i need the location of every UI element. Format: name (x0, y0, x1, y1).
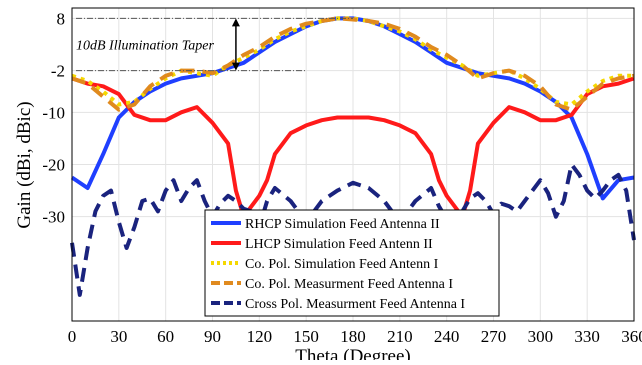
x-tick-label: 120 (247, 327, 273, 346)
taper-label: 10dB Illumination Taper (76, 39, 214, 54)
legend-entry-label: LHCP Simulation Feed Antenn II (245, 237, 433, 252)
x-tick-label: 60 (157, 327, 174, 346)
y-tick-label: -30 (42, 208, 65, 227)
x-tick-label: 150 (293, 327, 319, 346)
legend: RHCP Simulation Feed Antenna II LHCP Simu… (204, 209, 500, 317)
x-tick-labels: 0 30 60 90 120 150 180 210 240 270 300 330 360 (68, 327, 642, 346)
legend-entry-label: Cross Pol. Measurment Feed Antenna I (245, 297, 465, 312)
x-axis-label: Theta (Degree) (295, 346, 411, 360)
x-tick-label: 270 (481, 327, 507, 346)
series-line-4 (71, 16, 635, 112)
y-tick-label: -2 (51, 62, 65, 81)
x-tick-label: 240 (434, 327, 460, 346)
y-axis-label: Gain (dBi, dBic) (14, 101, 35, 228)
series-line-3 (71, 16, 634, 107)
x-tick-label: 30 (110, 327, 127, 346)
series-line-5 (70, 162, 636, 297)
taper-arrow-head-down (231, 62, 240, 71)
plot-frame (71, 7, 635, 322)
y-tick-label: 8 (57, 9, 66, 28)
legend-entry-label: RHCP Simulation Feed Antenna II (245, 217, 440, 232)
legend-entry-label: Co. Pol. Simulation Feed Antenn I (245, 257, 439, 272)
legend-entry-label: Co. Pol. Measurment Feed Antenna I (245, 277, 453, 292)
x-tick-label: 210 (387, 327, 413, 346)
x-tick-label: 90 (204, 327, 221, 346)
x-tick-label: 0 (68, 327, 77, 346)
x-tick-label: 360 (621, 327, 642, 346)
x-tick-label: 300 (528, 327, 554, 346)
taper-arrow-head-up (231, 18, 240, 27)
illumination-taper-annotation: 10dB Illumination Taper (76, 17, 353, 72)
y-tick-label: -10 (42, 103, 65, 122)
legend-box (204, 209, 500, 317)
y-tick-labels: 8 -2 -10 -20 -30 (42, 9, 65, 226)
x-tick-label: 180 (340, 327, 366, 346)
y-tick-label: -20 (42, 156, 65, 175)
x-tick-label: 330 (574, 327, 600, 346)
series-line-2 (71, 76, 635, 219)
